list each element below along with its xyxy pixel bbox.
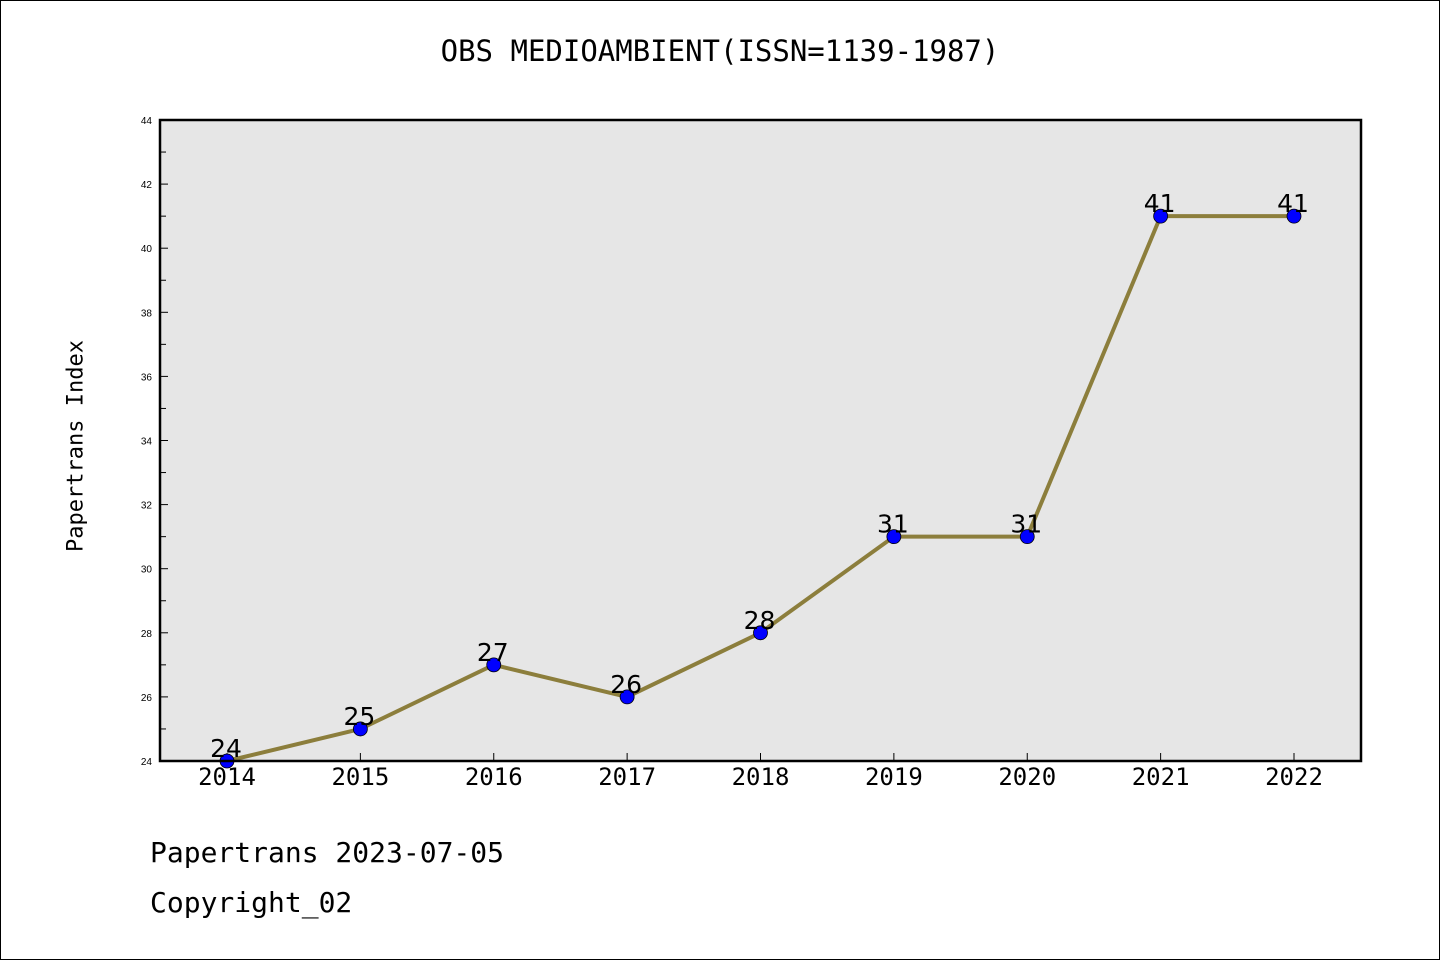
data-label: 27	[477, 638, 509, 667]
data-point	[1019, 529, 1035, 545]
data-label: 24	[210, 734, 242, 763]
data-label: 25	[343, 702, 375, 731]
data-label: 41	[1277, 189, 1309, 218]
x-tick-label: 2019	[865, 763, 923, 791]
x-tick-label: 2021	[1132, 763, 1190, 791]
footer-date: Papertrans 2023-07-05	[150, 836, 505, 869]
y-tick-label: 40	[141, 244, 153, 255]
y-tick-label: 42	[141, 180, 153, 191]
x-tick-label: 2018	[732, 763, 790, 791]
y-tick-label: 28	[141, 629, 153, 640]
y-tick-label: 38	[141, 308, 153, 319]
data-label: 26	[610, 670, 642, 699]
data-point	[886, 529, 902, 545]
data-label: 28	[744, 606, 776, 635]
y-tick-label: 34	[141, 437, 153, 448]
footer-copyright: Copyright_02	[150, 886, 353, 919]
data-point	[1286, 208, 1302, 224]
x-tick-label: 2016	[465, 763, 523, 791]
y-tick-label: 36	[141, 372, 153, 383]
x-tick-label: 2017	[598, 763, 656, 791]
data-point	[1153, 208, 1169, 224]
data-label: 31	[1010, 510, 1042, 539]
data-point	[352, 721, 368, 737]
x-tick-label: 2015	[331, 763, 389, 791]
y-tick-label: 44	[141, 116, 153, 127]
y-tick-label: 26	[141, 693, 153, 704]
x-tick-label: 2022	[1265, 763, 1323, 791]
y-tick-label: 30	[141, 565, 153, 576]
y-tick-label: 32	[141, 501, 153, 512]
plot-border	[158, 118, 1363, 763]
x-tick-label: 2020	[998, 763, 1056, 791]
data-label: 41	[1144, 189, 1176, 218]
chart-title: OBS MEDIOAMBIENT(ISSN=1139-1987)	[440, 34, 1000, 68]
data-point	[619, 689, 635, 705]
plot-area	[160, 120, 1361, 761]
data-point	[486, 657, 502, 673]
data-label: 31	[877, 510, 909, 539]
y-tick-label: 24	[141, 757, 153, 768]
data-point	[753, 625, 768, 641]
